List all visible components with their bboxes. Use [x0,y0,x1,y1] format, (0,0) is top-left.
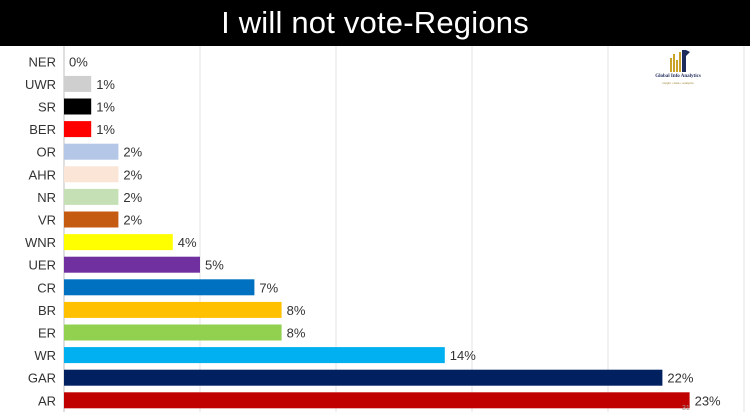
title-bar: I will not vote-Regions [0,0,750,46]
value-label: 2% [123,167,142,182]
category-label: CR [37,280,56,295]
value-label: 5% [205,258,224,273]
category-label: ER [38,326,56,341]
category-label: NER [29,54,56,69]
bar-wr [64,347,445,364]
bar-nr [64,188,119,205]
category-label: GAR [28,371,56,386]
category-label: BR [38,303,56,318]
category-label: BER [29,122,56,137]
value-label: 7% [259,280,278,295]
logo-icon [670,50,690,72]
category-label: UWR [25,77,56,92]
category-label: SR [38,100,56,115]
category-label: NR [37,190,56,205]
category-label: UER [29,258,56,273]
bar-sr [64,98,92,115]
logo-tagline: insight • data • analytics [662,81,694,85]
logo-brand: Global Info Analytics [655,74,701,79]
page-number: 31 [682,405,690,412]
bar-uer [64,256,200,273]
category-label: AR [38,393,56,408]
category-label: WR [34,348,56,363]
value-label: 2% [123,213,142,228]
value-label: 8% [287,303,306,318]
value-label: 1% [96,77,115,92]
bar-gar [64,369,663,386]
bar-vr [64,211,119,228]
bar-ber [64,121,92,138]
bar-br [64,301,282,318]
value-label: 2% [123,145,142,160]
value-label: 4% [178,235,197,250]
value-label: 0% [69,54,88,69]
bar-uwr [64,75,92,92]
value-label: 22% [667,371,693,386]
chart-title: I will not vote-Regions [221,5,529,40]
bar-wnr [64,234,173,251]
value-label: 8% [287,326,306,341]
bar-ahr [64,166,119,183]
category-labels: NER UWR SR BER OR AHR NR VR WNR UER CR BR ER WR GAR AR [25,54,56,408]
value-label: 14% [450,348,476,363]
chart-bars [64,75,690,409]
value-label: 1% [96,122,115,137]
bar-or [64,143,119,160]
value-label: 1% [96,100,115,115]
category-label: OR [37,145,57,160]
category-label: VR [38,213,56,228]
company-logo: Global Info Analytics insight • data • a… [652,48,704,88]
category-label: AHR [29,167,56,182]
bar-ar [64,392,690,409]
value-label: 23% [695,393,721,408]
category-label: WNR [25,235,56,250]
bar-chart: NERUWRSRBERORAHRNRVRWNRUERCRBRERWRGARAR … [25,46,745,412]
bar-er [64,324,282,341]
value-label: 2% [123,190,142,205]
value-labels: 0% 1% 1% 1% 2% 2% 2% 2% 4% 5% 7% 8% 8% 14% 22%23% [69,54,721,408]
bar-cr [64,279,255,296]
